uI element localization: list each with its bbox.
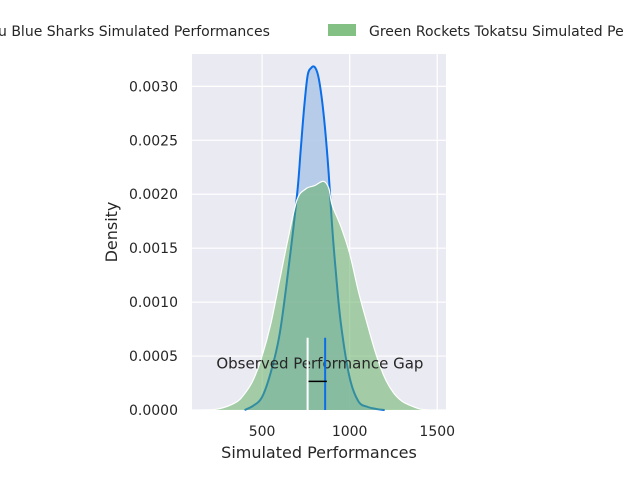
density-areas xyxy=(200,65,429,411)
y-tick-labels: 0.0000 0.0005 0.0010 0.0015 0.0020 0.0025 0.00… xyxy=(129,79,178,419)
x-tick-labels: 500 1000 1500 xyxy=(249,424,455,440)
legend-label-green-rockets: Green Rockets Tokatsu Simulated Pe xyxy=(369,24,624,40)
y-axis-title: Density xyxy=(102,202,121,263)
y-tick-label: 0.0025 xyxy=(129,133,178,149)
y-tick-label: 0.0005 xyxy=(129,349,178,365)
x-axis-title: Simulated Performances xyxy=(221,443,417,462)
annotation-group: Observed Performance Gap xyxy=(216,337,423,410)
x-tick-label: 500 xyxy=(249,424,276,440)
density-line-green-rockets xyxy=(200,180,429,411)
legend-swatch-green-rockets xyxy=(328,24,356,36)
density-fill-green-rockets xyxy=(200,181,429,410)
y-tick-label: 0.0030 xyxy=(129,79,178,95)
legend: u Blue Sharks Simulated Performances Gre… xyxy=(0,24,624,40)
y-tick-label: 0.0015 xyxy=(129,241,178,257)
y-tick-label: 0.0000 xyxy=(129,403,178,419)
y-tick-label: 0.0020 xyxy=(129,187,178,203)
y-tick-label: 0.0010 xyxy=(129,295,178,311)
x-tick-label: 1000 xyxy=(332,424,368,440)
annotation-text: Observed Performance Gap xyxy=(216,354,423,372)
x-tick-label: 1500 xyxy=(419,424,455,440)
legend-label-blue-sharks: u Blue Sharks Simulated Performances xyxy=(0,24,270,40)
